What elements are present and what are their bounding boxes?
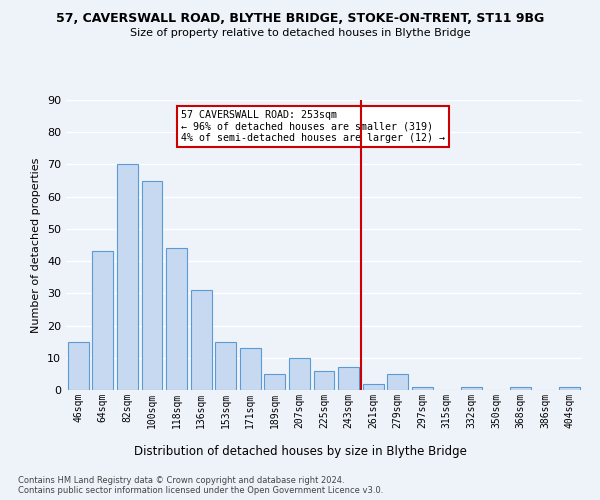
Bar: [461, 387, 482, 390]
Bar: [240, 348, 261, 390]
Text: Size of property relative to detached houses in Blythe Bridge: Size of property relative to detached ho…: [130, 28, 470, 38]
Bar: [314, 370, 334, 390]
Bar: [215, 342, 236, 390]
Bar: [92, 252, 113, 390]
Bar: [289, 358, 310, 390]
Bar: [191, 290, 212, 390]
Bar: [68, 342, 89, 390]
Text: 57, CAVERSWALL ROAD, BLYTHE BRIDGE, STOKE-ON-TRENT, ST11 9BG: 57, CAVERSWALL ROAD, BLYTHE BRIDGE, STOK…: [56, 12, 544, 26]
Bar: [142, 180, 163, 390]
Text: Contains HM Land Registry data © Crown copyright and database right 2024.
Contai: Contains HM Land Registry data © Crown c…: [18, 476, 383, 495]
Bar: [166, 248, 187, 390]
Bar: [338, 368, 359, 390]
Bar: [265, 374, 286, 390]
Text: Distribution of detached houses by size in Blythe Bridge: Distribution of detached houses by size …: [134, 444, 466, 458]
Bar: [387, 374, 408, 390]
Bar: [510, 387, 531, 390]
Text: 57 CAVERSWALL ROAD: 253sqm
← 96% of detached houses are smaller (319)
4% of semi: 57 CAVERSWALL ROAD: 253sqm ← 96% of deta…: [181, 110, 445, 143]
Bar: [412, 387, 433, 390]
Bar: [559, 387, 580, 390]
Bar: [117, 164, 138, 390]
Bar: [362, 384, 383, 390]
Y-axis label: Number of detached properties: Number of detached properties: [31, 158, 41, 332]
